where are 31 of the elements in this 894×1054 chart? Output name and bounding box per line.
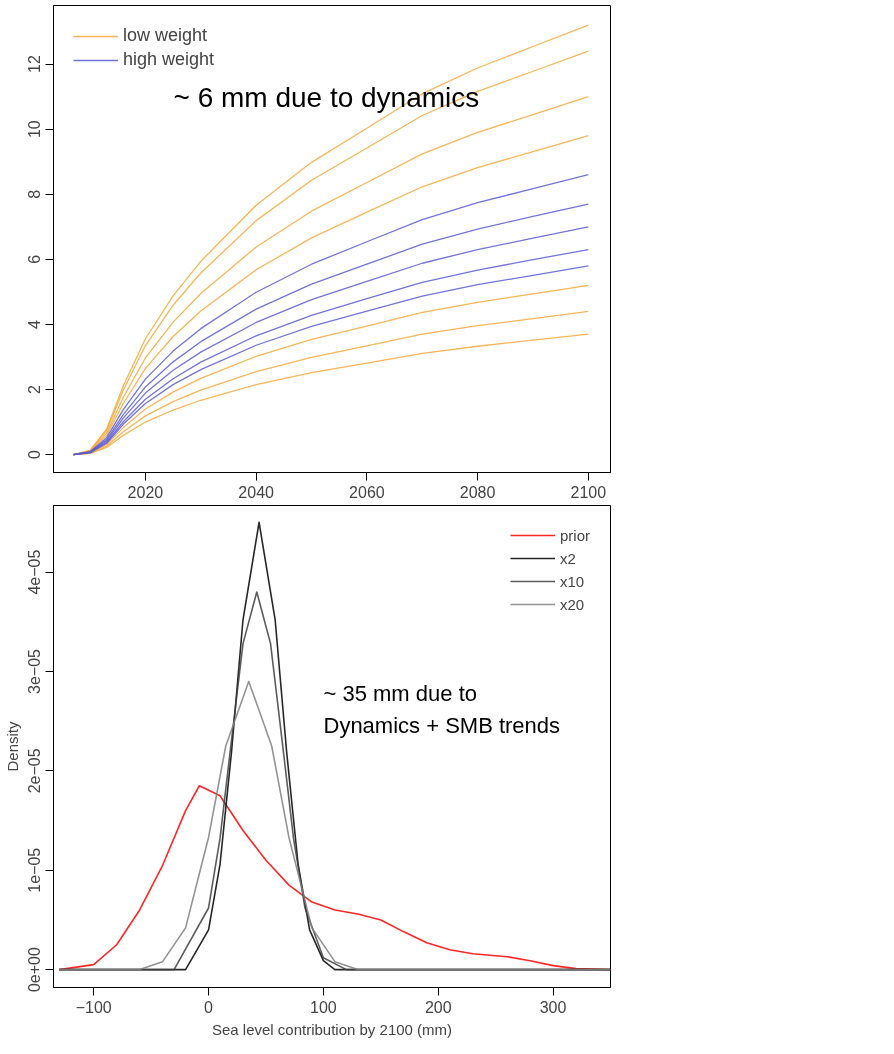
legend-label: low weight (123, 25, 208, 46)
x-tick-label: 0 (204, 998, 214, 1016)
legend-label: prior (559, 526, 590, 544)
x-tick-label: 2020 (127, 483, 164, 501)
y-tick-label: 3e−05 (26, 648, 44, 694)
legend-label: high weight (123, 49, 215, 70)
x-tick-label: 2100 (570, 483, 607, 501)
y-axis-title: Density (3, 720, 21, 772)
x-tick-label: 2060 (349, 483, 385, 501)
y-tick-label: 0e+00 (26, 947, 44, 993)
x-tick-label: 2080 (459, 483, 496, 501)
x-tick-label: −100 (75, 998, 112, 1016)
y-tick-label: 2 (26, 384, 44, 394)
y-tick-label: 4 (26, 319, 44, 329)
legend-label: x10 (559, 572, 585, 590)
y-tick-label: 4e−05 (26, 549, 44, 595)
y-tick-label: 2e−05 (26, 748, 44, 794)
annotation: ~ 35 mm due to Dynamics + SMB trends (323, 681, 561, 738)
x-tick-label: 2040 (238, 483, 275, 501)
y-tick-label: 1e−05 (26, 847, 44, 893)
legend-label: x20 (559, 595, 585, 613)
x-tick-label: 100 (310, 998, 337, 1016)
legend-label: x2 (559, 549, 577, 567)
y-tick-label: 10 (26, 120, 44, 139)
y-tick-label: 6 (26, 254, 44, 264)
x-axis-title: Sea level contribution by 2100 (mm) (211, 1020, 453, 1038)
y-tick-label: 12 (26, 55, 44, 73)
x-tick-label: 300 (539, 998, 567, 1016)
y-tick-label: 0 (26, 450, 44, 460)
x-tick-label: 200 (424, 998, 452, 1016)
y-tick-label: 8 (26, 189, 44, 199)
